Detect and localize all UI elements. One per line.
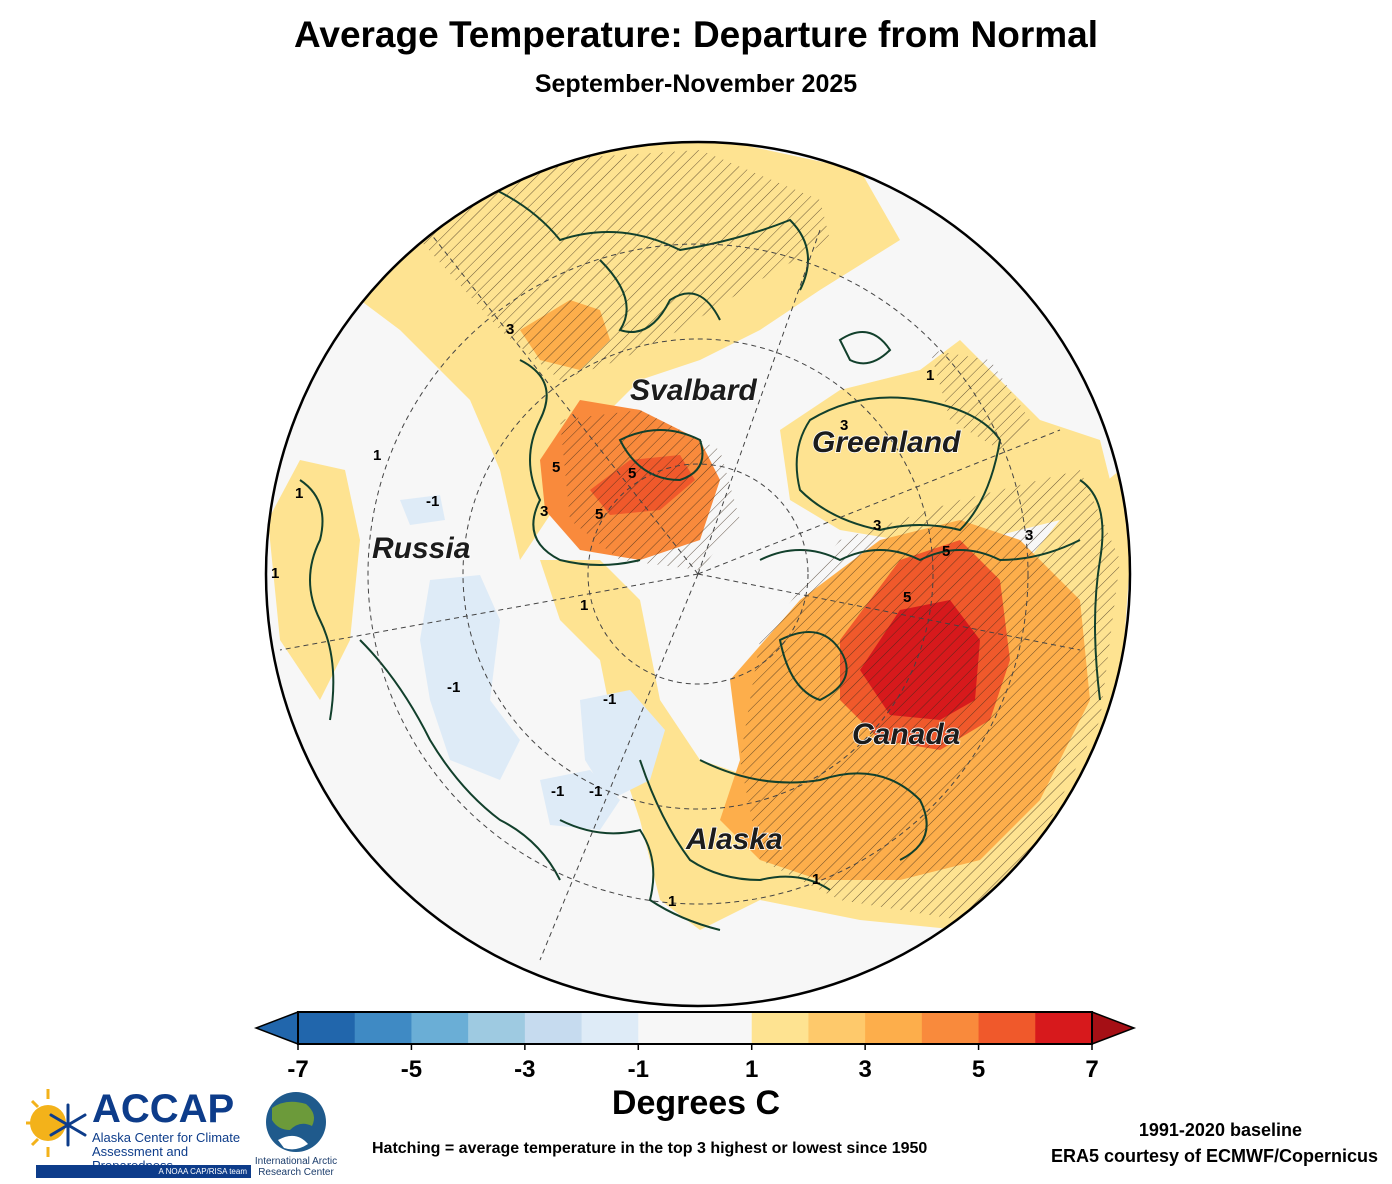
- contour-label: 3: [873, 517, 881, 534]
- contour-label: 1: [373, 447, 381, 464]
- colorbar-tick-label: 3: [858, 1056, 871, 1083]
- cool-zone-siberia: [420, 575, 520, 780]
- contour-label: -1: [589, 783, 602, 800]
- colorbar-tick-label: -7: [287, 1056, 308, 1083]
- contour-labels: 3 5 5 5 -1 -1 -1 -1 1 1 1 1 3 5 3 5 1 1 …: [271, 321, 1033, 910]
- accap-line-1: Alaska Center for Climate: [92, 1130, 241, 1145]
- chart-title: Average Temperature: Departure from Norm…: [294, 14, 1098, 55]
- contour-label: 3: [840, 417, 848, 434]
- contour-label: 3: [506, 321, 514, 338]
- contour-label: 5: [552, 459, 560, 476]
- baseline-note: 1991-2020 baseline: [1138, 1120, 1302, 1140]
- label-svalbard: Svalbard: [630, 374, 757, 407]
- warm-zone-west: [268, 460, 360, 700]
- cool-zone-small: [400, 495, 445, 525]
- iarc-line-1: International Arctic: [254, 1156, 338, 1167]
- contour-label: 1: [812, 871, 820, 888]
- colorbar-swatch: [524, 1012, 583, 1044]
- label-russia: Russia: [372, 532, 470, 565]
- label-alaska: Alaska: [685, 823, 783, 856]
- colorbar-tick-label: -5: [401, 1056, 422, 1083]
- contour-label: 1: [580, 597, 588, 614]
- coastlines: [299, 169, 1104, 931]
- colorbar-ticks: -7 -5 -3 -1 1 3 5 7: [287, 1044, 1099, 1083]
- colorbar-tick-label: 7: [1085, 1056, 1098, 1083]
- colorbar-swatch: [638, 1012, 696, 1044]
- map-border: [264, 140, 1132, 1008]
- contour-label: 3: [540, 503, 548, 520]
- label-greenland: Greenland: [812, 426, 961, 459]
- colorbar-swatch: [468, 1012, 526, 1044]
- chart-subtitle: September-November 2025: [534, 70, 858, 98]
- contour-label: 5: [628, 465, 636, 482]
- contour-label: -1: [426, 493, 439, 510]
- hatching-europe: [420, 150, 830, 380]
- contour-label: 3: [1025, 527, 1033, 544]
- colorbar-swatch: [411, 1012, 469, 1044]
- colorbar-swatch: [865, 1012, 923, 1044]
- colorbar-swatch: [978, 1012, 1036, 1044]
- colorbar-swatch: [751, 1012, 809, 1044]
- iarc-logo: International Arctic Research Center: [255, 1090, 337, 1182]
- colorbar-high-arrow: [1091, 1010, 1137, 1046]
- temperature-field: [266, 142, 1130, 1006]
- colorbar-swatch: [695, 1012, 753, 1044]
- source-note: ERA5 courtesy of ECMWF/Copernicus: [1050, 1146, 1378, 1166]
- contour-label: 5: [942, 543, 950, 560]
- colorbar-swatch: [581, 1012, 639, 1044]
- colorbar-tick-label: 1: [745, 1056, 758, 1083]
- contour-label: 1: [271, 565, 279, 582]
- colorbar-swatch: [808, 1012, 866, 1044]
- sun-snowflake-icon: [26, 1089, 87, 1157]
- contour-label: -1: [447, 679, 460, 696]
- cool-zone-chukotka: [540, 770, 620, 830]
- colorbar-swatch: [1035, 1012, 1093, 1044]
- accap-tagline: A NOAA CAP/RISA team: [36, 1165, 251, 1178]
- colorbar-swatch: [921, 1012, 980, 1044]
- iarc-line-2: Research Center: [258, 1167, 334, 1178]
- colorbar-frame: [297, 1011, 1093, 1045]
- colorbar-tick-label: 5: [972, 1056, 985, 1083]
- hatching-svalbard: [560, 410, 740, 570]
- iarc-name: International Arctic Research Center: [250, 1156, 342, 1178]
- label-canada: Canada: [852, 718, 960, 751]
- colorbar-swatch: [354, 1012, 412, 1044]
- accap-logo: ACCAP Alaska Center for Climate Assessme…: [22, 1085, 254, 1180]
- hatching-note: Hatching = average temperature in the to…: [372, 1140, 928, 1157]
- colorbar-swatch: [298, 1012, 356, 1044]
- contour-label: 1: [295, 485, 303, 502]
- globe-icon: [266, 1092, 326, 1152]
- contour-label: -1: [551, 783, 564, 800]
- graticule: [279, 219, 1081, 961]
- hatching-canada: [740, 470, 1120, 920]
- colorbar-tick-label: -3: [514, 1056, 535, 1083]
- colorbar-low-arrow: [253, 1010, 299, 1046]
- colorbar-swatches: [298, 1012, 1093, 1044]
- hatching-greenland: [930, 350, 1030, 450]
- contour-label: 1: [668, 893, 676, 910]
- contour-label: 1: [926, 367, 934, 384]
- contour-label: 5: [595, 506, 603, 523]
- colorbar-units: Degrees C: [611, 1084, 781, 1122]
- accap-name: ACCAP: [92, 1087, 235, 1131]
- colorbar-tick-label: -1: [628, 1056, 649, 1083]
- contour-label: 5: [903, 589, 911, 606]
- contour-label: -1: [603, 691, 616, 708]
